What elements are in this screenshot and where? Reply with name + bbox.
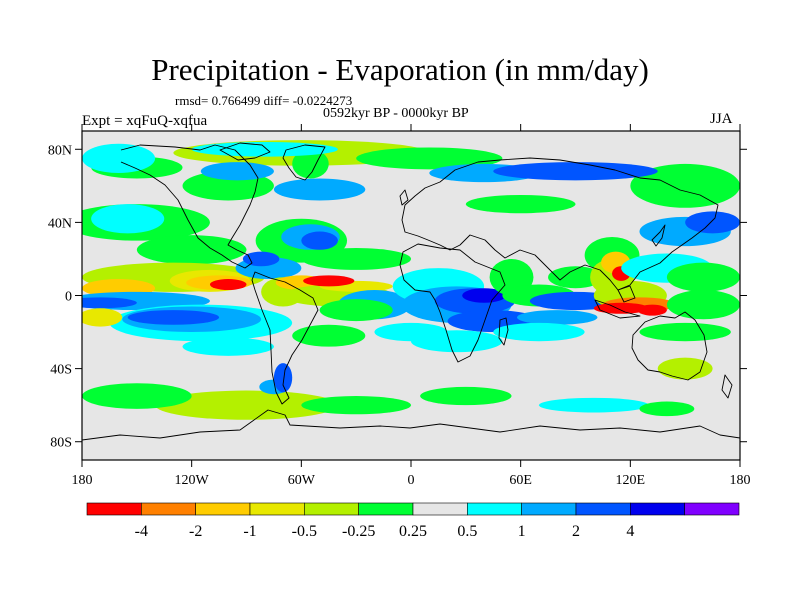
field-region-15	[91, 204, 165, 234]
coastline-madagascar	[498, 317, 509, 346]
colorbar-label-4: -0.25	[342, 523, 375, 540]
coastline-europe-asia	[401, 157, 719, 291]
colorbar-swatch-3	[249, 502, 305, 516]
x-tick-label-2: 60W	[288, 473, 316, 488]
field-region-14	[136, 235, 247, 265]
coastline-japan	[651, 224, 666, 247]
field-region-61	[593, 302, 649, 314]
field-region-45	[462, 288, 507, 303]
field-region-64	[685, 211, 740, 234]
colorbar-label-6: 0.5	[457, 523, 477, 540]
axes-layer: 180 120W 60W 0 60E 120E 180 80N 40N 0 40S 80S	[48, 124, 751, 488]
field-region-72	[301, 396, 411, 415]
stats-label: rmsd= 0.766499 diff= -0.0224273	[175, 93, 353, 108]
field-region-6	[82, 143, 156, 174]
colorbar-label-5: 0.25	[399, 523, 427, 540]
chart-title: Precipitation - Evaporation (in mm/day)	[151, 52, 649, 87]
colorbar-label-8: 2	[572, 523, 580, 540]
coastline-uk	[399, 189, 409, 206]
colorbar-label-7: 1	[518, 523, 526, 540]
colorbar-label-2: -1	[243, 523, 256, 540]
field-region-77	[639, 401, 695, 417]
colorbar-swatch-9	[575, 502, 631, 516]
season-label: JJA	[710, 111, 733, 127]
colorbar-swatch-6	[412, 502, 468, 516]
colorbar: -4 -2 -1 -0.5 -0.25 0.25 0.5 1 2 4	[86, 502, 740, 540]
field-region-66	[666, 262, 740, 292]
field-region-41	[319, 299, 393, 322]
field-region-39	[182, 337, 274, 356]
field-region-53	[517, 310, 598, 325]
colorbar-swatch-1	[141, 502, 196, 516]
coastline-greenland	[282, 144, 326, 181]
field-region-70	[155, 390, 338, 420]
colorbar-swatch-10	[630, 502, 685, 516]
field-region-18	[301, 231, 338, 250]
colorbar-label-9: 4	[626, 523, 634, 540]
x-tick-label-0: 180	[72, 473, 93, 488]
x-tick-label-5: 120E	[616, 473, 646, 488]
field-region-37	[127, 310, 220, 325]
colorbar-swatch-5	[358, 502, 414, 516]
field-region-26	[82, 297, 137, 309]
field-region-8	[273, 178, 366, 201]
coastline-arctic-islands	[219, 142, 271, 161]
field-region-76	[538, 397, 649, 413]
field-region-1	[356, 147, 503, 170]
colorbar-label-1: -2	[189, 523, 202, 540]
field-region-38	[82, 308, 123, 327]
field-region-40	[292, 324, 366, 347]
field-region-48	[374, 322, 448, 342]
field-region-69	[657, 357, 713, 380]
field-region-67	[666, 290, 740, 320]
y-tick-label-0: 80N	[48, 143, 72, 158]
field-region-10	[493, 162, 658, 181]
field-region-62	[637, 304, 667, 316]
field-region-23	[209, 279, 247, 291]
field-region-19	[301, 247, 411, 270]
colorbar-label-3: -0.5	[292, 523, 317, 540]
coastline-layer	[82, 142, 740, 441]
coastline-north-america	[120, 144, 259, 269]
x-tick-label-4: 60E	[509, 473, 532, 488]
coastline-africa	[399, 243, 506, 363]
colorbar-swatch-11	[684, 502, 740, 516]
experiment-label: Expt = xqFuQ-xqfua	[82, 113, 208, 129]
colorbar-label-0: -4	[135, 523, 148, 540]
field-region-54	[493, 322, 585, 342]
field-region-74	[273, 363, 293, 393]
coastline-south-america	[251, 271, 319, 405]
field-region-75	[420, 386, 512, 406]
coastline-new-zealand	[721, 374, 733, 399]
coastline-borneo	[617, 285, 636, 303]
coastline-indonesia	[594, 299, 641, 319]
y-tick-label-2: 0	[65, 290, 72, 305]
y-tick-label-3: 40S	[50, 363, 72, 378]
y-tick-label-1: 40N	[48, 216, 72, 231]
coastline-antarctica	[82, 409, 740, 441]
x-tick-label-3: 0	[408, 473, 415, 488]
x-tick-label-6: 180	[730, 473, 751, 488]
x-tick-label-1: 120W	[175, 473, 210, 488]
colorbar-swatch-4	[304, 502, 359, 516]
colorbar-swatch-0	[86, 502, 142, 516]
field-region-68	[639, 322, 731, 342]
colorbar-swatch-8	[521, 502, 577, 516]
field-region-11	[200, 162, 274, 181]
field-region-28	[242, 251, 280, 267]
period-label: 0592kyr BP - 0000kyr BP	[323, 106, 469, 121]
coastline-australia	[631, 311, 708, 381]
y-tick-label-4: 80S	[50, 436, 72, 451]
colorbar-swatch-2	[195, 502, 251, 516]
field-region-51	[548, 266, 603, 289]
field-region-33	[303, 275, 355, 287]
colorbar-swatch-7	[467, 502, 522, 516]
field-region-71	[82, 383, 192, 409]
field-region-4	[630, 163, 740, 208]
field-region-12	[465, 194, 576, 214]
